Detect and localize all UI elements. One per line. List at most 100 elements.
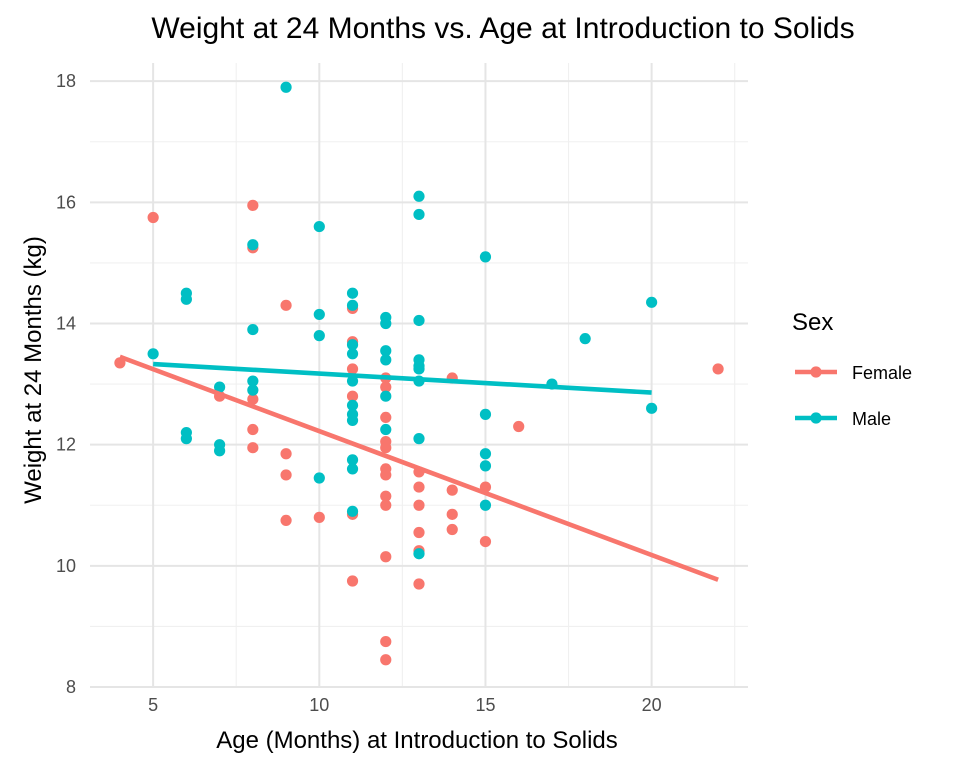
male-data-point [346,414,359,427]
legend-title: Sex [792,309,833,336]
male-data-point [214,381,226,393]
x-tick-label: 5 [148,695,158,715]
legend: Sex Female Male [792,309,912,429]
female-fit-line [119,354,719,582]
female-data-point [380,381,392,393]
female-data-point [479,536,492,548]
male-data-point [479,448,492,460]
male-data-point [346,505,359,517]
y-tick-label: 8 [66,677,76,697]
male-data-point [346,339,359,351]
legend-label-male: Male [852,409,891,429]
male-data-point [479,499,492,511]
male-data-point [380,317,392,330]
grid [90,63,748,688]
y-tick-label: 14 [56,314,76,334]
male-data-point [380,354,392,366]
female-data-point [346,363,359,375]
female-data-point [380,490,392,502]
axis-ticks: 5 10 15 20 8 10 12 14 16 18 [56,71,662,715]
female-data-point [313,511,325,523]
male-data-point [247,323,259,336]
fit-lines [119,354,719,582]
male-data-point [413,208,425,221]
male-data-point [346,463,359,475]
female-data-point [513,420,525,433]
male-data-point [346,348,359,360]
female-data-point [247,442,259,454]
female-data-point [380,654,392,666]
male-data-point [479,408,492,420]
male-data-point [413,433,425,445]
male-data-point [346,287,359,299]
male-data-point [380,390,392,402]
female-data-point [380,635,392,648]
male-data-point [380,423,392,436]
male-data-point [313,472,325,484]
chart-title: Weight at 24 Months vs. Age at Introduct… [151,12,854,45]
male-data-point [413,363,425,375]
male-data-point [479,460,492,472]
male-data-point [147,348,159,360]
female-data-point [346,575,359,587]
male-data-point [479,251,492,263]
male-data-point [313,308,325,321]
female-data-point [247,423,259,436]
x-tick-label: 10 [309,695,329,715]
male-data-point [280,81,292,93]
male-data-point [413,314,425,327]
x-tick-label: 15 [475,695,495,715]
female-data-point [380,551,392,563]
female-data-point [446,508,458,520]
y-tick-label: 16 [56,192,76,212]
female-data-point [380,499,392,511]
male-data-point [646,296,658,308]
y-axis-title: Weight at 24 Months (kg) [20,236,47,504]
female-data-point [413,481,425,493]
x-tick-label: 20 [642,695,662,715]
female-data-point [712,363,724,375]
y-tick-label: 12 [56,435,76,455]
male-data-point [180,293,192,305]
female-data-point [280,514,292,526]
legend-label-female: Female [852,363,912,383]
female-data-point [446,523,458,536]
data-points [114,81,724,666]
female-data-point [147,211,159,224]
male-data-point [247,239,259,251]
male-data-point [579,333,591,345]
male-data-point [646,402,658,414]
y-tick-label: 10 [56,556,76,576]
female-data-point [380,442,392,454]
male-data-point [214,445,226,457]
female-data-point [280,299,292,311]
male-data-point [346,375,359,387]
female-data-point [280,448,292,460]
male-data-point [247,375,259,387]
female-data-point [380,469,392,481]
male-data-point [413,548,425,560]
y-tick-label: 18 [56,71,76,91]
female-data-point [247,199,259,211]
male-data-point [313,330,325,342]
female-data-point [446,484,458,496]
female-data-point [380,411,392,424]
male-data-point [180,433,192,445]
legend-key-point-female [810,366,822,378]
male-data-point [313,220,325,233]
male-data-point [380,345,392,357]
legend-key-point-male [810,412,822,424]
male-data-point [346,399,359,411]
female-data-point [413,578,425,590]
female-data-point [346,390,359,402]
male-data-point [247,384,259,396]
x-axis-title: Age (Months) at Introduction to Solids [216,727,618,754]
female-data-point [247,393,259,405]
male-data-point [346,454,359,466]
male-data-point [346,299,359,311]
female-data-point [280,469,292,481]
male-fit-line [153,361,652,395]
female-data-point [413,526,425,539]
